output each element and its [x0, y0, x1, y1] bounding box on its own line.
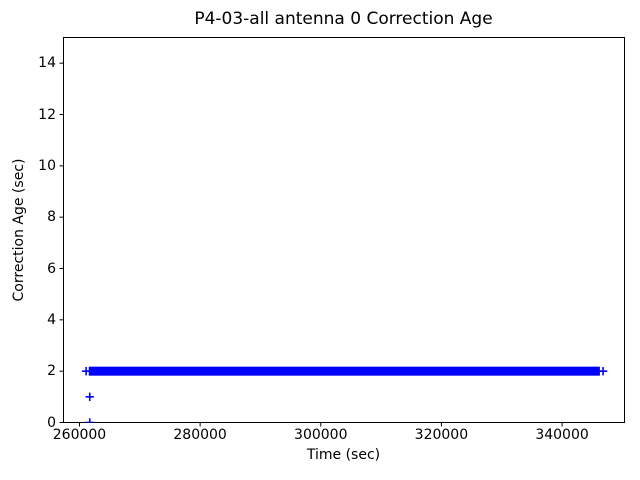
x-tick-label: 340000 [535, 427, 589, 443]
y-tick-label: 6 [47, 260, 56, 277]
y-tick-label: 4 [47, 311, 56, 328]
axes-spines [63, 37, 625, 423]
series-antenna-0-correction-age [81, 366, 608, 423]
x-tick-label: 280000 [173, 427, 227, 443]
data-series [81, 366, 608, 423]
x-tick-label: 260000 [52, 427, 107, 443]
axis-ticks [59, 62, 563, 427]
y-tick-label: 0 [47, 414, 56, 431]
x-tick-label: 320000 [414, 427, 469, 443]
y-tick-label: 10 [38, 157, 56, 174]
y-tick-label: 12 [38, 106, 56, 123]
chart-title: P4-03-all antenna 0 Correction Age [194, 9, 493, 29]
y-axis-label: Correction Age (sec) [11, 158, 27, 302]
x-tick-label: 300000 [294, 427, 348, 443]
y-tick-label: 2 [47, 363, 56, 380]
x-axis-label: Time (sec) [306, 447, 381, 463]
y-tick-label: 8 [47, 209, 56, 226]
y-tick-label: 14 [38, 55, 56, 72]
dense-marker-run [88, 366, 600, 376]
